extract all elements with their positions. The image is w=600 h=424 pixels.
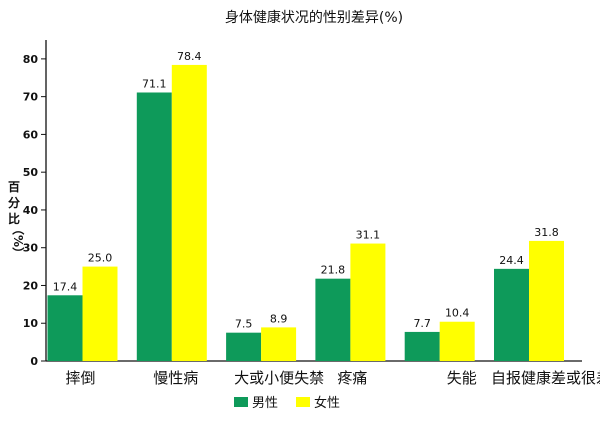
bar-female bbox=[350, 243, 386, 361]
data-label: 10.4 bbox=[445, 307, 470, 320]
bar-female bbox=[171, 64, 207, 361]
y-axis-label-line-2: 分 bbox=[8, 195, 20, 210]
category-labels: 摔倒 慢性病 大或小便失禁 疼痛 失能 自报健康差或很差 bbox=[65, 369, 600, 387]
y-tick-label: 30 bbox=[23, 242, 39, 255]
bar-female bbox=[529, 240, 564, 361]
data-labels: 17.4 25.0 71.1 78.4 7.5 8.9 21.8 31.1 7.7 10.4 24.… bbox=[53, 50, 559, 331]
category-label: 自报健康差或很差 bbox=[491, 369, 600, 387]
legend-swatch-male bbox=[234, 397, 248, 407]
data-label: 71.1 bbox=[142, 77, 167, 90]
data-label: 25.0 bbox=[88, 252, 113, 265]
y-tick-label: 0 bbox=[30, 355, 38, 368]
legend-swatch-female bbox=[296, 397, 310, 407]
bars bbox=[47, 64, 564, 361]
bar-male bbox=[136, 92, 172, 361]
data-label: 78.4 bbox=[177, 50, 202, 63]
data-label: 24.4 bbox=[499, 254, 524, 267]
category-label: 失能 bbox=[447, 369, 477, 387]
category-label: 疼痛 bbox=[337, 369, 367, 387]
category-label: 大或小便失禁 bbox=[234, 369, 324, 387]
category-label: 慢性病 bbox=[153, 369, 198, 387]
bar-male bbox=[315, 278, 351, 361]
category-label: 摔倒 bbox=[65, 369, 95, 387]
y-tick-label: 40 bbox=[23, 204, 39, 217]
y-tick-label: 70 bbox=[23, 91, 39, 104]
axes bbox=[45, 40, 582, 362]
data-label: 21.8 bbox=[321, 264, 346, 277]
y-tick-label: 10 bbox=[23, 317, 39, 330]
bar-female bbox=[261, 327, 297, 361]
y-ticks: 0 10 20 30 40 50 60 70 80 bbox=[23, 53, 46, 368]
bar-female bbox=[439, 321, 475, 361]
bar-female bbox=[82, 266, 118, 361]
data-label: 17.4 bbox=[53, 280, 78, 293]
bar-male bbox=[47, 295, 83, 361]
y-tick-label: 60 bbox=[23, 128, 39, 141]
y-tick-label: 20 bbox=[23, 279, 39, 292]
legend: 男性 女性 bbox=[234, 395, 340, 411]
data-label: 31.8 bbox=[534, 226, 559, 239]
y-tick-label: 80 bbox=[23, 53, 39, 66]
data-label: 8.9 bbox=[270, 312, 288, 325]
bar-male bbox=[404, 331, 440, 361]
chart-title: 身体健康状况的性别差异(%) bbox=[225, 9, 403, 26]
y-axis-label-line-3: 比 bbox=[8, 211, 20, 226]
data-label: 31.1 bbox=[356, 229, 381, 242]
bar-male bbox=[226, 332, 262, 361]
y-tick-label: 50 bbox=[23, 166, 39, 179]
bar-male bbox=[494, 268, 529, 361]
data-label: 7.7 bbox=[413, 317, 431, 330]
y-axis-label: 百 分 比 （%） bbox=[8, 180, 26, 259]
data-label: 7.5 bbox=[235, 318, 253, 331]
y-axis-label-line-1: 百 bbox=[8, 180, 20, 194]
legend-label: 男性 bbox=[252, 396, 278, 411]
y-axis-label-line-4: （%） bbox=[11, 223, 26, 259]
legend-label: 女性 bbox=[314, 395, 340, 411]
